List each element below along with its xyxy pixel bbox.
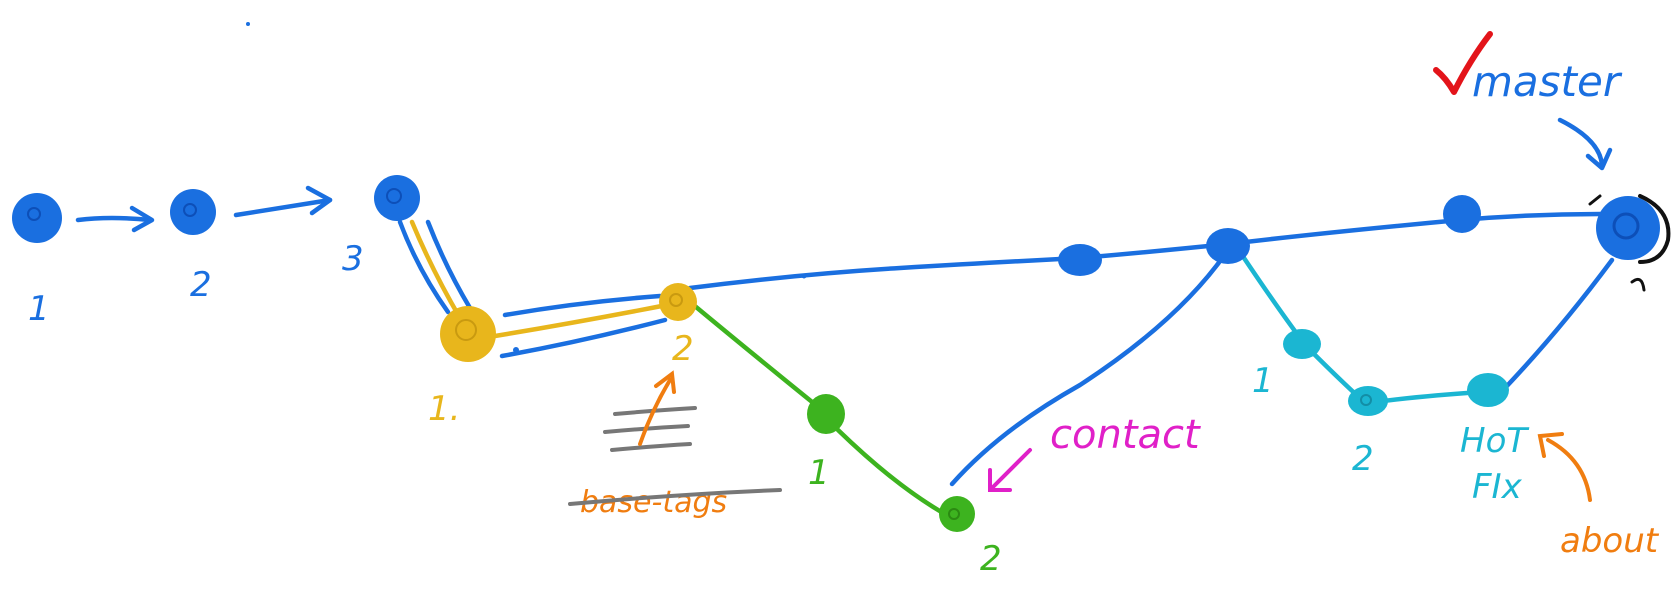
- edge-trunk-3: [1225, 217, 1463, 247]
- about-arrow-head: [1537, 432, 1564, 458]
- arrow-2-3-head: [305, 185, 333, 216]
- edge-trunk-4: [1457, 211, 1603, 223]
- stray-dot: [801, 273, 807, 279]
- label-hotfix-2: 2: [1352, 439, 1374, 479]
- master-commit-2: [170, 189, 216, 235]
- arrow-2-3: [233, 197, 333, 218]
- label-green-2: 2: [980, 539, 1002, 579]
- edge-3-to-merge-b: [425, 219, 473, 311]
- yellow-branch-lines: [409, 219, 675, 339]
- edge-double-bottom: [499, 317, 668, 359]
- label-green-1: 1: [808, 453, 830, 493]
- stray-dot: [246, 22, 250, 26]
- master-commit-4: [1058, 244, 1102, 276]
- master-commit-3: [374, 175, 420, 221]
- edge-double-top: [502, 293, 663, 318]
- yellow-edge-1-2: [492, 301, 675, 339]
- edge-hotfix-merge: [1502, 257, 1615, 391]
- strike-through: [568, 488, 782, 506]
- edge-trunk-1: [687, 255, 1083, 291]
- green-commit-1: [807, 394, 845, 434]
- green-commit-2: [939, 496, 975, 532]
- stray-dot: [513, 347, 519, 353]
- arrow-1-2-head: [129, 205, 155, 233]
- hotfix-edge-m-h1: [1237, 249, 1303, 341]
- label-commit-2: 2: [190, 265, 212, 305]
- master-branch-lines: [75, 117, 1615, 487]
- edge-contact-merge: [949, 247, 1231, 487]
- master-arrow-head: [1585, 147, 1613, 171]
- label-hotfix-line2: FIx: [1472, 467, 1523, 507]
- master-commit-1: [12, 193, 62, 243]
- master-commit-5: [1443, 195, 1481, 233]
- head-ring: [1638, 194, 1671, 264]
- checkmark-icon: [1433, 31, 1493, 95]
- arrow-1-2: [75, 215, 153, 223]
- about-arrow: [1546, 438, 1592, 502]
- contact-arrow: [990, 448, 1032, 490]
- hotfix-branch-lines: [1237, 249, 1485, 405]
- green-edge-y2-g1: [687, 299, 825, 413]
- label-yellow-2: 2: [672, 329, 694, 369]
- label-hotfix-line1: HoT: [1460, 421, 1529, 461]
- label-hotfix-1: 1: [1252, 361, 1274, 401]
- hotfix-commit-3: [1467, 373, 1509, 407]
- hotfix-edge-h2-h3: [1373, 389, 1485, 405]
- label-contact: contact: [1050, 412, 1201, 458]
- edge-3-to-merge-a: [397, 219, 451, 315]
- hotfix-commit-2: [1348, 386, 1388, 416]
- master-head-commit: [1588, 194, 1671, 292]
- label-commit-3: 3: [342, 239, 364, 279]
- label-yellow-1: 1.: [428, 389, 460, 429]
- tag-arrow: [638, 378, 672, 446]
- yellow-commit-1: [440, 306, 496, 362]
- edge-trunk-2: [1077, 241, 1231, 261]
- master-commit-merge-contact: [1206, 228, 1250, 264]
- label-commit-1: 1: [28, 289, 50, 329]
- tag-arrow-head: [654, 370, 676, 394]
- yellow-edge-3-1: [409, 219, 463, 321]
- hotfix-commit-1: [1283, 329, 1321, 359]
- yellow-commit-2: [659, 283, 697, 321]
- master-arrow: [1557, 117, 1605, 168]
- label-about: about: [1560, 521, 1660, 561]
- tag-sketch: [603, 370, 697, 452]
- green-edge-g1-g2: [835, 427, 955, 521]
- contact-arrow-head: [988, 468, 1012, 492]
- label-master: master: [1472, 57, 1623, 106]
